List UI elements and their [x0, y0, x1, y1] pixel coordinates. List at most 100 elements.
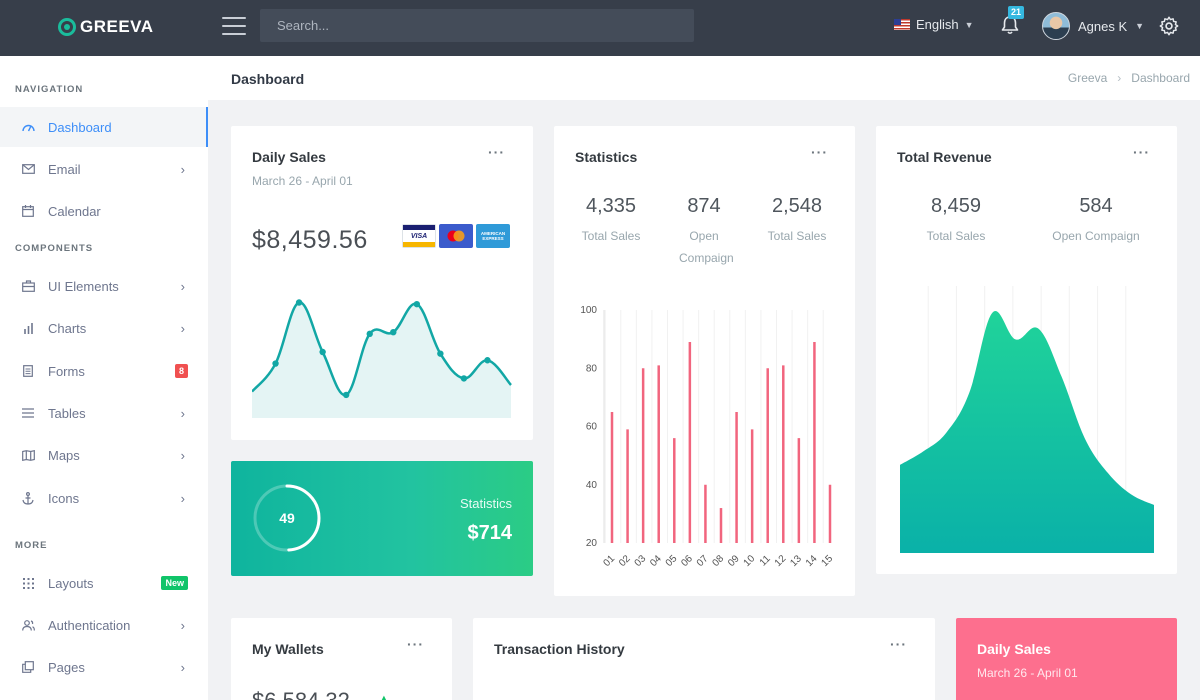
user-menu[interactable]: Agnes K ▼ — [1042, 12, 1144, 40]
logo-icon — [58, 18, 76, 36]
menu-toggle-button[interactable] — [222, 17, 246, 35]
sidebar-item-pages[interactable]: Pages › — [0, 647, 208, 687]
y-tick-label: 40 — [586, 480, 598, 491]
gear-icon[interactable] — [1158, 15, 1180, 37]
x-tick-label: 08 — [710, 553, 726, 569]
sidebar-item-forms[interactable]: Forms 8 — [0, 351, 208, 391]
sidebar-item-label: Layouts — [48, 575, 94, 591]
chevron-right-icon: › — [180, 278, 185, 294]
sidebar: NAVIGATION Dashboard Email › Calendar CO… — [0, 56, 208, 700]
sidebar-item-charts[interactable]: Charts › — [0, 308, 208, 348]
sidebar-item-label: Dashboard — [48, 119, 112, 135]
widget-date-range: March 26 - April 01 — [977, 666, 1078, 680]
briefcase-icon — [21, 279, 35, 293]
sales-data-point — [413, 300, 421, 308]
statistics-widget: 49 Statistics $714 — [231, 461, 533, 576]
stat-value: 584 — [1079, 195, 1113, 217]
sidebar-item-dashboard[interactable]: Dashboard — [0, 107, 208, 147]
chevron-right-icon: › — [180, 447, 185, 463]
revenue-area-chart — [900, 286, 1154, 553]
stat-label: Open Compaign — [1052, 229, 1140, 243]
chevron-right-icon: › — [180, 405, 185, 421]
sidebar-item-layouts[interactable]: Layouts New — [0, 563, 208, 603]
new-badge: New — [161, 576, 188, 590]
card-title: Statistics — [575, 149, 638, 165]
chevron-down-icon: ▼ — [964, 19, 974, 30]
sales-data-point — [484, 357, 491, 364]
x-tick-label: 13 — [788, 553, 804, 569]
more-options-icon[interactable]: ··· — [1133, 144, 1150, 160]
sidebar-item-label: Maps — [48, 447, 80, 463]
widget-label: Statistics — [459, 496, 512, 511]
stat-value: 4,335 — [585, 195, 637, 217]
visa-label: VISA — [410, 232, 428, 240]
my-wallets-card: My Wallets ··· $6,584.32 ▲ — [231, 618, 452, 700]
chevron-right-icon: › — [180, 490, 185, 506]
sales-area-fill — [252, 302, 511, 418]
x-tick-label: 11 — [758, 553, 773, 568]
x-tick-label: 10 — [742, 553, 758, 569]
daily-sales-card: Daily Sales ··· March 26 - April 01 $8,4… — [231, 126, 533, 440]
sales-data-point — [342, 391, 350, 399]
sales-data-point — [437, 350, 444, 357]
stat-label: Total Sales — [926, 229, 986, 243]
mail-icon — [21, 162, 35, 176]
more-options-icon[interactable]: ··· — [811, 144, 828, 160]
statistics-card: Statistics ··· 4,335 Total Sales 874 Ope… — [554, 126, 855, 596]
stat-label: Total Sales — [767, 229, 827, 243]
sidebar-item-label: Authentication — [48, 617, 131, 633]
x-tick-label: 02 — [617, 553, 633, 569]
x-tick-label: 01 — [601, 553, 617, 569]
more-options-icon[interactable]: ··· — [407, 636, 424, 652]
grid-icon — [21, 576, 35, 590]
hamburger-icon — [222, 17, 246, 19]
breadcrumb: Greeva › Dashboard — [1068, 71, 1190, 85]
sidebar-item-authentication[interactable]: Authentication › — [0, 605, 208, 645]
stat-value: 2,548 — [771, 195, 823, 217]
wallet-amount: $6,584.32 — [252, 688, 350, 700]
us-flag-icon — [894, 19, 910, 30]
stat-label: Total Sales — [581, 229, 641, 243]
sidebar-item-icons[interactable]: Icons › — [0, 478, 208, 518]
menu-title-components: COMPONENTS — [15, 243, 94, 254]
x-tick-label: 09 — [726, 553, 742, 569]
document-icon — [21, 364, 35, 378]
chevron-right-icon: › — [180, 161, 185, 177]
search-input[interactable] — [260, 9, 694, 42]
mastercard-icon — [439, 224, 473, 248]
card-title: Daily Sales — [252, 149, 326, 165]
date-range: March 26 - April 01 — [252, 174, 353, 188]
more-options-icon[interactable]: ··· — [890, 636, 907, 652]
x-tick-label: 12 — [773, 553, 789, 569]
page-title-bar: Dashboard Greeva › Dashboard — [208, 56, 1200, 100]
more-options-icon[interactable]: ··· — [488, 144, 505, 160]
sidebar-item-ui-elements[interactable]: UI Elements › — [0, 266, 208, 306]
sidebar-item-email[interactable]: Email › — [0, 149, 208, 189]
x-tick-label: 14 — [804, 553, 820, 569]
brand-logo[interactable]: GREEVA — [58, 14, 154, 40]
revenue-area — [900, 310, 1154, 553]
language-label: English — [916, 17, 959, 32]
sidebar-item-tables[interactable]: Tables › — [0, 393, 208, 433]
map-icon — [21, 448, 35, 462]
language-dropdown[interactable]: English ▼ — [894, 17, 974, 32]
sidebar-item-maps[interactable]: Maps › — [0, 435, 208, 475]
menu-title-more: MORE — [15, 540, 48, 551]
sidebar-item-label: Charts — [48, 320, 87, 336]
card-title: My Wallets — [252, 641, 324, 657]
sales-data-point — [366, 330, 373, 338]
card-title: Transaction History — [494, 641, 625, 657]
chevron-right-icon: › — [1117, 71, 1122, 85]
sidebar-item-label: Forms — [48, 363, 85, 379]
card-title: Total Revenue — [897, 149, 992, 165]
breadcrumb-item-greeva[interactable]: Greeva — [1067, 71, 1108, 85]
x-tick-label: 03 — [633, 553, 649, 569]
daily-sales-line-chart — [252, 299, 512, 418]
widget-value: $714 — [467, 522, 513, 544]
topbar: GREEVA English ▼ 21 Agnes K ▼ — [0, 0, 1200, 56]
brand-name: GREEVA — [80, 17, 154, 36]
sidebar-item-calendar[interactable]: Calendar — [0, 191, 208, 231]
forms-count-badge: 8 — [174, 364, 188, 378]
avatar — [1042, 12, 1070, 40]
x-tick-label: 15 — [819, 553, 835, 569]
